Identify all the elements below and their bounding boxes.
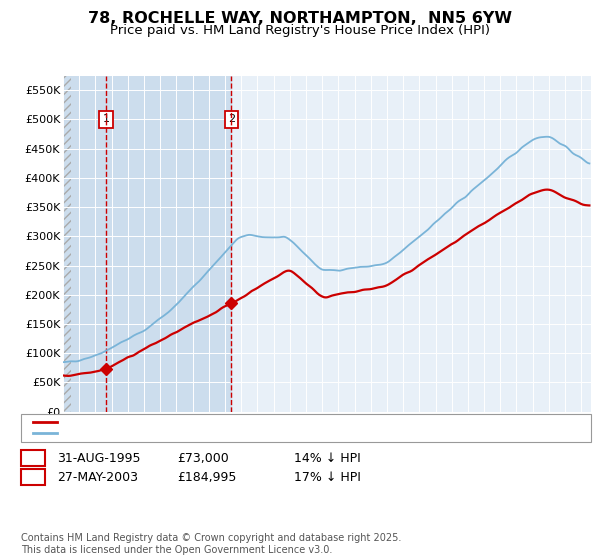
Text: HPI: Average price, detached house, West Northamptonshire: HPI: Average price, detached house, West… [60,428,392,438]
Text: 78, ROCHELLE WAY, NORTHAMPTON,  NN5 6YW: 78, ROCHELLE WAY, NORTHAMPTON, NN5 6YW [88,11,512,26]
Text: 78, ROCHELLE WAY, NORTHAMPTON, NN5 6YW (detached house): 78, ROCHELLE WAY, NORTHAMPTON, NN5 6YW (… [60,417,416,427]
Text: £73,000: £73,000 [177,451,229,465]
Text: Price paid vs. HM Land Registry's House Price Index (HPI): Price paid vs. HM Land Registry's House … [110,24,490,36]
Text: 17% ↓ HPI: 17% ↓ HPI [294,470,361,484]
Text: 31-AUG-1995: 31-AUG-1995 [57,451,140,465]
Text: 27-MAY-2003: 27-MAY-2003 [57,470,138,484]
Text: 14% ↓ HPI: 14% ↓ HPI [294,451,361,465]
Text: 1: 1 [29,451,37,465]
Bar [63,76,71,412]
Text: Contains HM Land Registry data © Crown copyright and database right 2025.
This d: Contains HM Land Registry data © Crown c… [21,533,401,555]
Text: 2: 2 [29,470,37,484]
Text: 1: 1 [103,114,110,124]
Bar [63,76,232,412]
Text: 2: 2 [228,114,235,124]
Text: £184,995: £184,995 [177,470,236,484]
